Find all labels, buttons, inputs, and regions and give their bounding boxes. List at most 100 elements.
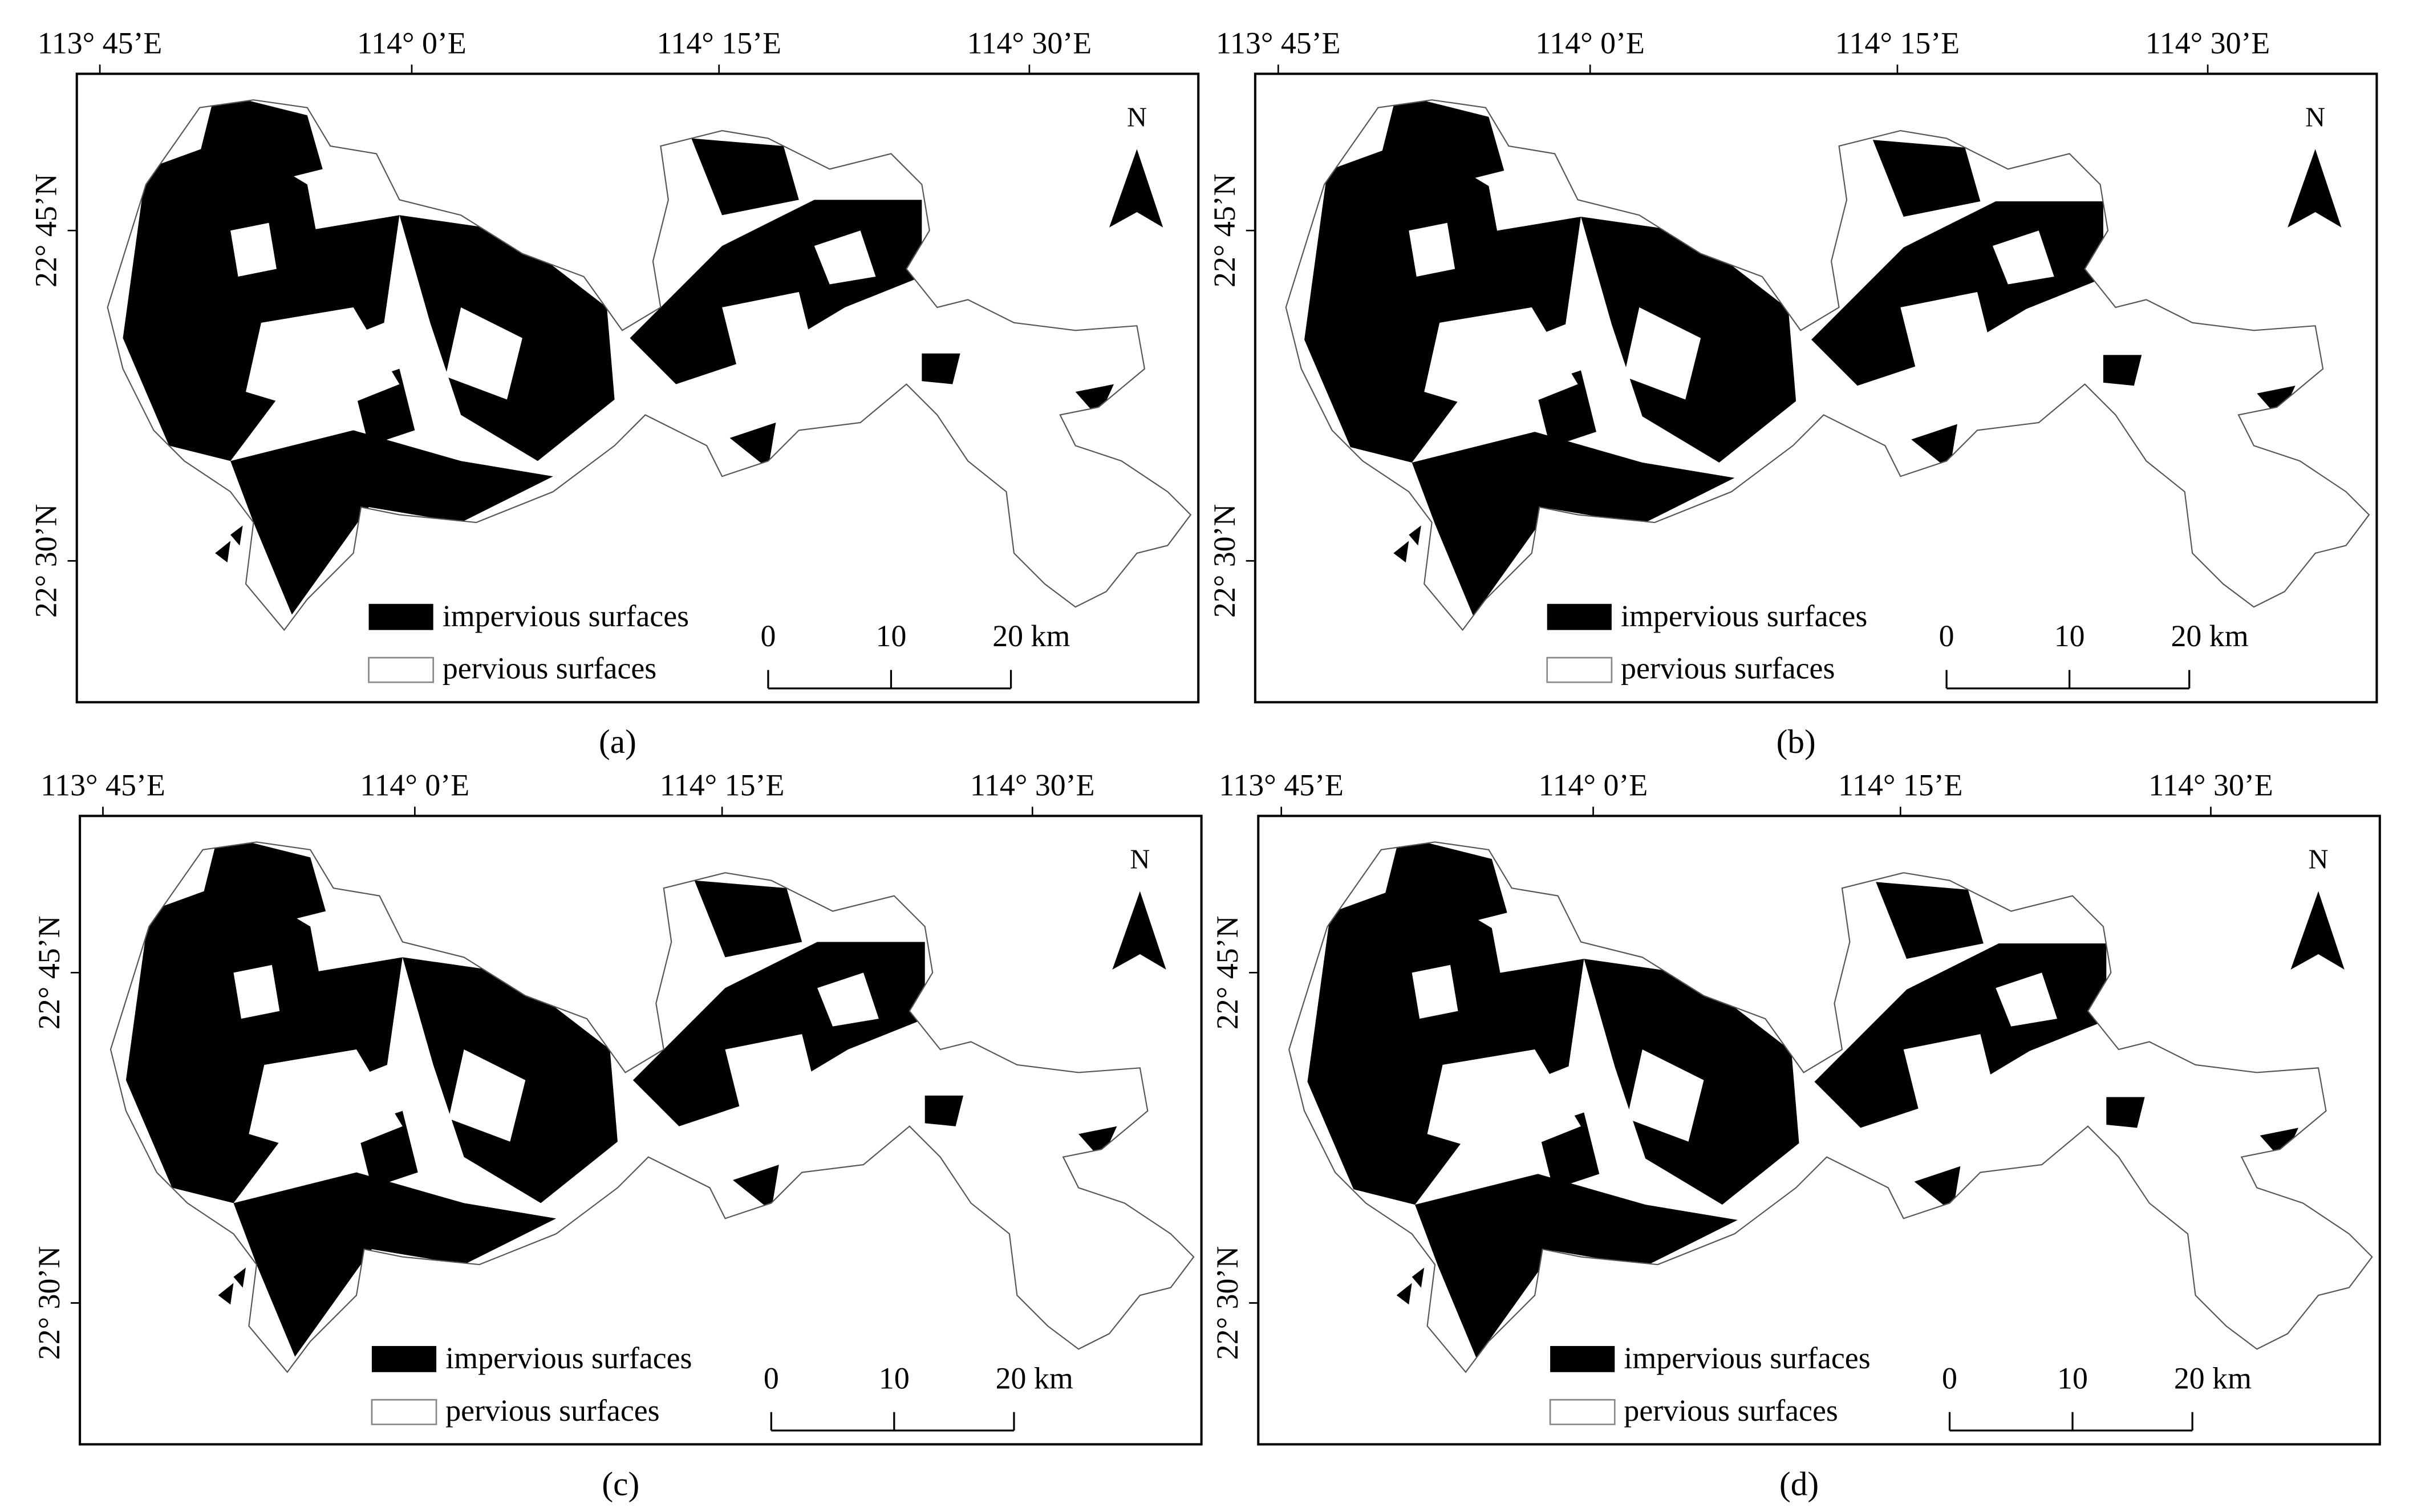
pervious-area [1900,291,1993,369]
scale-label: 10 [879,1361,910,1395]
impervious-area [694,880,802,958]
longitude-label: 114° 0’E [357,26,467,60]
boundary [1288,841,2373,1373]
impervious-area [1872,140,1981,217]
boundary [107,99,1192,631]
scale-label: 10 [2054,619,2085,653]
legend-swatch-pervious [1549,1399,1616,1425]
longitude-label: 113° 45’E [38,26,163,60]
scale-label: 20 km [996,1361,1073,1395]
legend-label: pervious surfaces [443,651,656,686]
legend-swatch-impervious [1550,1345,1615,1372]
latitude-label: 22° 45’N [29,173,63,287]
longitude-label: 113° 45’E [1219,768,1344,802]
scale-label: 0 [1939,619,1954,653]
island [1393,525,1421,563]
legend-swatch-impervious [1547,603,1612,630]
pervious-area [246,307,400,415]
longitude-label: 114° 30’E [2146,26,2270,60]
latitude-label: 22° 30’N [32,1246,66,1360]
north-arrow [2288,149,2342,228]
legend-label: pervious surfaces [1624,1393,1838,1428]
legend-swatch-pervious [371,1399,437,1425]
panel-label: (b) [1777,723,1816,760]
scale-label: 20 km [992,619,1070,653]
impervious-area [230,430,553,615]
north-arrow [2290,891,2345,970]
legend-swatch-pervious [368,656,435,683]
boundary [1285,99,2370,631]
pervious-area [814,230,876,285]
impervious-area [2260,1128,2299,1162]
island [218,1267,246,1305]
panel-label: (c) [602,1465,639,1502]
land [107,100,1191,630]
impervious-area [1412,432,1735,617]
north-label: N [2309,845,2329,875]
island [1396,1267,1425,1305]
impervious-area [2106,1097,2145,1128]
pervious-area [249,1049,403,1157]
scale-label: 10 [2057,1361,2088,1395]
impervious-area [2257,386,2296,420]
pervious-area [1903,1034,1996,1111]
north-arrow [1109,149,1163,228]
pervious-area [1624,307,1701,400]
pervious-area [1427,1049,1581,1157]
impervious-area [1415,1174,1738,1359]
longitude-label: 114° 30’E [970,768,1095,802]
legend-label: impervious surfaces [445,1341,692,1375]
land [110,842,1194,1372]
scale-label: 20 km [2171,619,2248,653]
north-label: N [1130,845,1150,875]
island [215,525,243,563]
impervious-area [924,1095,964,1126]
latitude-label: 22° 45’N [1210,916,1244,1030]
scale-label: 0 [1942,1361,1957,1395]
impervious-area [233,1172,557,1357]
pervious-area [445,307,522,400]
longitude-label: 113° 45’E [40,768,165,802]
latitude-label: 22° 45’N [1207,173,1242,287]
legend-label: impervious surfaces [1621,599,1867,633]
north-arrow [1112,891,1166,970]
longitude-label: 114° 0’E [360,768,470,802]
pervious-area [1409,222,1455,277]
pervious-area [233,964,280,1019]
pervious-area [722,291,814,369]
longitude-label: 114° 15’E [1838,768,1963,802]
pervious-area [1992,230,2054,285]
impervious-area [202,842,326,927]
longitude-label: 114° 15’E [656,26,781,60]
legend-label: pervious surfaces [445,1393,659,1428]
longitude-label: 114° 0’E [1539,768,1648,802]
scale-label: 20 km [2174,1361,2252,1395]
latitude-label: 22° 30’N [1210,1246,1244,1360]
pervious-area [1424,307,1578,415]
pervious-area [1627,1049,1704,1142]
map-panel: 113° 45’E 114° 0’E 114° 15’E 114° 30’E 22° 4… [1207,26,2378,760]
land [1285,100,2369,630]
impervious-area [200,100,323,185]
longitude-label: 113° 45’E [1216,26,1341,60]
impervious-area [1381,100,1504,187]
impervious-area [1384,842,1507,929]
legend-swatch-impervious [371,1345,437,1372]
panel-label: (d) [1779,1465,1819,1502]
map-panel: 113° 45’E 114° 0’E 114° 15’E 114° 30’E 22° 4… [1210,768,2381,1502]
legend-label: impervious surfaces [1624,1341,1870,1375]
impervious-area [691,138,799,216]
impervious-area [1078,1126,1117,1160]
north-label: N [1127,102,1147,132]
impervious-area [1876,882,1984,959]
land [1289,842,2372,1372]
pervious-area [817,972,879,1027]
pervious-area [725,1034,818,1111]
latitude-label: 22° 45’N [32,916,66,1030]
pervious-area [448,1049,526,1142]
impervious-area [922,353,960,384]
scale-label: 10 [876,619,907,653]
legend-swatch-impervious [368,603,433,630]
legend-label: impervious surfaces [443,599,689,633]
